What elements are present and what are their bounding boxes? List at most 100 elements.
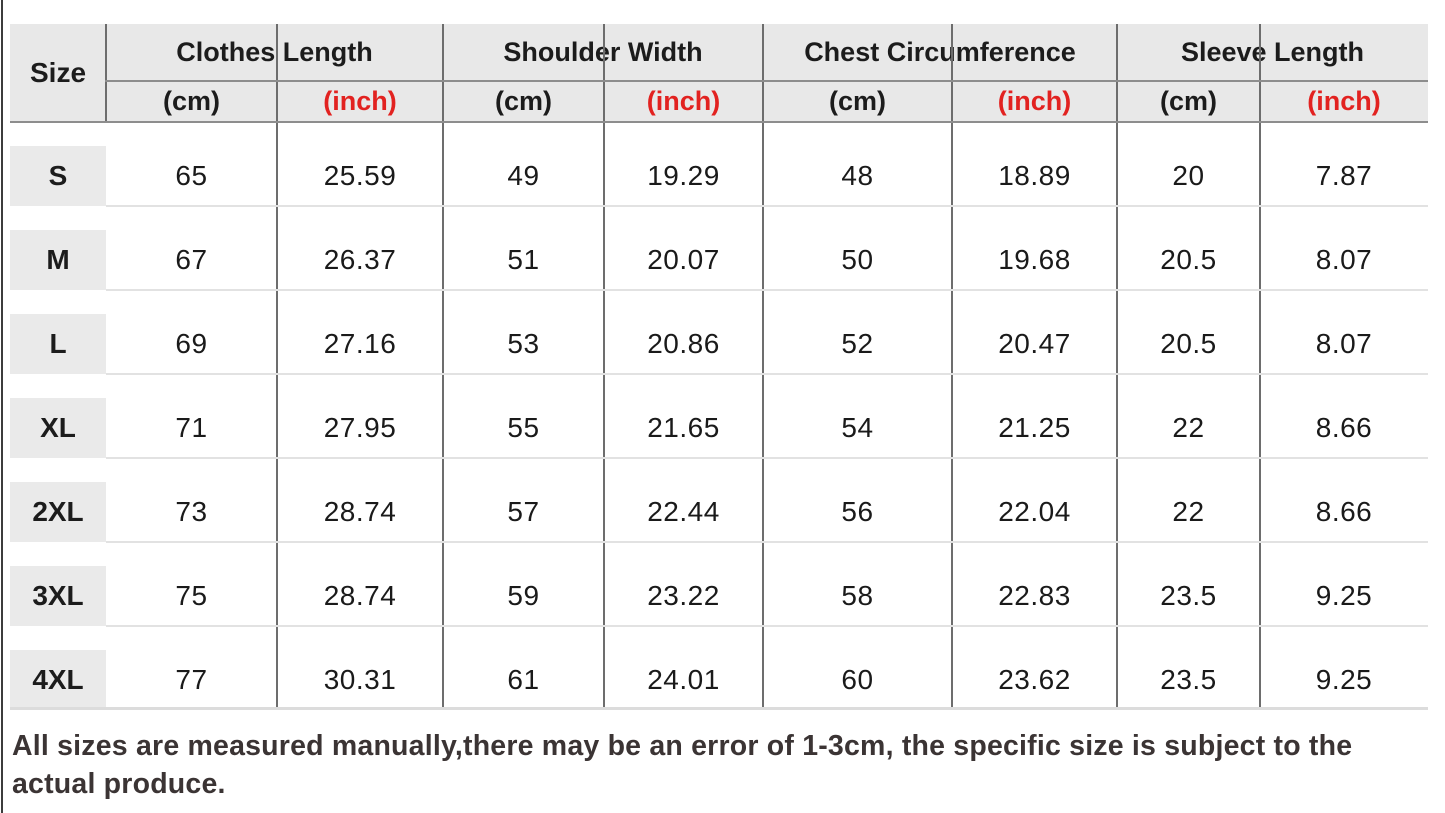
table-cell: 28.74 — [277, 458, 443, 542]
table-cell: 20.47 — [952, 290, 1117, 374]
value: 53 — [507, 328, 540, 359]
value: 22.44 — [647, 496, 720, 527]
table-cell: 18.89 — [952, 122, 1117, 206]
value: 20.86 — [647, 328, 720, 359]
table-cell: 71 — [106, 374, 277, 458]
value: 30.31 — [323, 664, 397, 695]
value: 75 — [175, 580, 208, 611]
table-row-size-cell: XL — [10, 374, 106, 458]
table-cell: 23.22 — [604, 542, 763, 626]
table-cell: 55 — [443, 374, 604, 458]
measurement-disclaimer: All sizes are measured manually,there ma… — [12, 730, 1353, 800]
table-cell: 21.25 — [952, 374, 1117, 458]
page-left-border — [1, 0, 3, 813]
value: 54 — [841, 412, 874, 443]
value: 27.95 — [323, 412, 397, 443]
value: 77 — [175, 664, 208, 695]
value: 22.83 — [998, 580, 1071, 611]
table-cell: 25.59 — [277, 122, 443, 206]
value: 49 — [507, 160, 540, 191]
table-cell: 8.66 — [1260, 458, 1428, 542]
size-label: L — [10, 314, 106, 374]
table-cell: 49 — [443, 122, 604, 206]
value: 7.87 — [1315, 160, 1373, 191]
value: 19.29 — [647, 160, 720, 191]
unit-shoulder-cm: (cm) — [443, 81, 604, 122]
unit-chest-inch: (inch) — [952, 81, 1117, 122]
value: 26.37 — [323, 244, 397, 275]
value: 57 — [507, 496, 540, 527]
value: 60 — [841, 664, 874, 695]
value: 50 — [841, 244, 874, 275]
value: 20.47 — [998, 328, 1071, 359]
value: 23.5 — [1160, 580, 1217, 611]
table-cell: 27.95 — [277, 374, 443, 458]
value: 28.74 — [323, 580, 397, 611]
table-row-size-cell: 2XL — [10, 458, 106, 542]
value: 23.62 — [998, 664, 1071, 695]
table-cell: 52 — [763, 290, 952, 374]
value: 71 — [175, 412, 208, 443]
header-group-clothes-length: Clothes Length — [106, 24, 443, 81]
table-cell: 26.37 — [277, 206, 443, 290]
table-cell: 8.07 — [1260, 206, 1428, 290]
unit-shoulder-inch: (inch) — [604, 81, 763, 122]
value: 51 — [507, 244, 540, 275]
unit-clothes-inch: (inch) — [277, 81, 443, 122]
table-cell: 20.86 — [604, 290, 763, 374]
table-cell: 23.62 — [952, 626, 1117, 710]
table-cell: 51 — [443, 206, 604, 290]
table-row-size-cell: S — [10, 122, 106, 206]
table-cell: 19.29 — [604, 122, 763, 206]
header-group-sleeve-length: Sleeve Length — [1117, 24, 1428, 81]
header-group-chest-circumference: Chest Circumference — [763, 24, 1117, 81]
table-cell: 60 — [763, 626, 952, 710]
value: 20.07 — [647, 244, 720, 275]
table-cell: 30.31 — [277, 626, 443, 710]
table-cell: 53 — [443, 290, 604, 374]
table-cell: 9.25 — [1260, 542, 1428, 626]
value: 9.25 — [1315, 580, 1373, 611]
unit-clothes-cm: (cm) — [106, 81, 277, 122]
table-cell: 65 — [106, 122, 277, 206]
value: 73 — [175, 496, 208, 527]
value: 61 — [507, 664, 540, 695]
value: 21.65 — [647, 412, 720, 443]
table-cell: 22 — [1117, 374, 1260, 458]
table-cell: 77 — [106, 626, 277, 710]
table-cell: 8.07 — [1260, 290, 1428, 374]
value: 52 — [841, 328, 874, 359]
table-cell: 20.07 — [604, 206, 763, 290]
table-cell: 57 — [443, 458, 604, 542]
table-cell: 28.74 — [277, 542, 443, 626]
table-cell: 48 — [763, 122, 952, 206]
value: 27.16 — [323, 328, 397, 359]
table-row-size-cell: 4XL — [10, 626, 106, 710]
value: 22.04 — [998, 496, 1071, 527]
value: 21.25 — [998, 412, 1071, 443]
table-row-size-cell: 3XL — [10, 542, 106, 626]
value: 8.66 — [1315, 496, 1373, 527]
header-group-shoulder-width: Shoulder Width — [443, 24, 763, 81]
table-cell: 58 — [763, 542, 952, 626]
table-cell: 61 — [443, 626, 604, 710]
value: 22 — [1172, 412, 1205, 443]
table-cell: 69 — [106, 290, 277, 374]
unit-sleeve-cm: (cm) — [1117, 81, 1260, 122]
size-label: 4XL — [10, 650, 106, 710]
size-label: M — [10, 230, 106, 290]
value: 55 — [507, 412, 540, 443]
value: 8.07 — [1315, 328, 1373, 359]
value: 25.59 — [323, 160, 397, 191]
table-cell: 54 — [763, 374, 952, 458]
value: 8.07 — [1315, 244, 1373, 275]
value: 20.5 — [1160, 328, 1217, 359]
value: 23.5 — [1160, 664, 1217, 695]
table-cell: 27.16 — [277, 290, 443, 374]
table-cell: 20.5 — [1117, 290, 1260, 374]
table-cell: 22.44 — [604, 458, 763, 542]
value: 22 — [1172, 496, 1205, 527]
table-row-size-cell: L — [10, 290, 106, 374]
table-cell: 56 — [763, 458, 952, 542]
unit-chest-cm: (cm) — [763, 81, 952, 122]
